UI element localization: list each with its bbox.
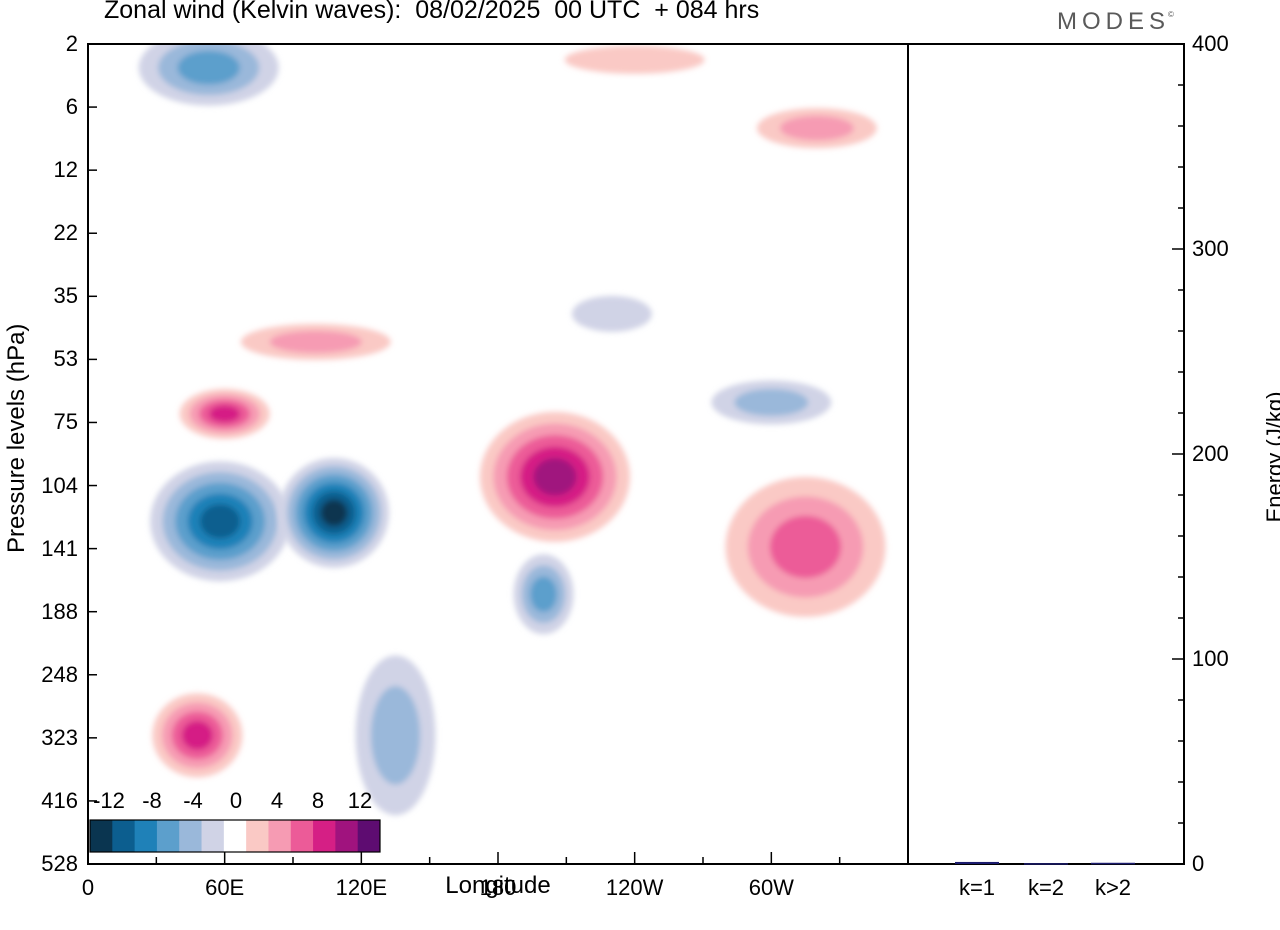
heatmap-cell [711, 380, 832, 425]
y-tick-label: 188 [41, 598, 78, 624]
heatmap-cell [179, 388, 270, 439]
contour-band [533, 458, 577, 496]
colorbar-label: -4 [183, 788, 203, 813]
energy-category-label: k=2 [1027, 875, 1065, 900]
x-tick-label: 120W [605, 875, 664, 900]
x-tick-label: 0 [81, 875, 95, 900]
colorbar-swatch [90, 820, 113, 852]
colorbar: -12 -8 -4 0 4 8 12 [89, 788, 381, 853]
contour-band [269, 330, 362, 353]
axes [87, 43, 1184, 865]
contour-band [779, 115, 854, 141]
heatmap [138, 44, 886, 816]
energy-bar [1091, 862, 1135, 865]
colorbar-swatch [313, 820, 336, 852]
colorbar-swatch [179, 820, 203, 852]
y-tick-label: 528 [41, 851, 78, 876]
colorbar-swatch [201, 820, 225, 852]
heatmap-cell [152, 693, 243, 778]
contour-band [769, 515, 842, 579]
chart-title: Zonal wind (Kelvin waves): 08/02/2025 00… [104, 0, 760, 24]
heatmap-cell [571, 295, 652, 332]
energy-axis-label: Energy (J/kg) [1262, 391, 1280, 523]
colorbar-label: -12 [93, 788, 125, 813]
y-tick-label: 323 [41, 724, 78, 750]
contour-band [200, 504, 241, 539]
contour-band [370, 686, 421, 785]
contour-band [177, 50, 240, 85]
contour-band [209, 405, 241, 423]
colorbar-label: 8 [312, 788, 324, 813]
heatmap-cell [138, 44, 279, 106]
heatmap-cell [240, 323, 391, 360]
colorbar-swatch [246, 820, 269, 852]
energy-bar [1024, 863, 1068, 865]
colorbar-label: 4 [271, 788, 283, 813]
colorbar-swatch [290, 820, 314, 852]
heatmap-cell [513, 554, 574, 635]
x-tick-label: 180 [479, 875, 517, 900]
y-tick-label: 53 [53, 346, 78, 372]
contour-band [734, 388, 809, 416]
colorbar-label: 12 [348, 788, 372, 813]
colorbar-swatch [223, 820, 247, 852]
heatmap-cell [355, 655, 436, 816]
colorbar-swatch [156, 820, 180, 852]
contour-band [320, 499, 348, 527]
colorbar-swatch [357, 820, 381, 852]
colorbar-swatch [134, 820, 158, 852]
heatmap-cell [479, 411, 630, 542]
energy-category-label: k>2 [1094, 875, 1132, 900]
colorbar-swatch [335, 820, 359, 852]
brand-name: MODES [1057, 8, 1171, 35]
x-axis-label: Longitude [445, 872, 551, 899]
energy-tick-label: 0 [1192, 851, 1205, 876]
heatmap-cell [279, 457, 389, 568]
energy-tick-label: 400 [1192, 31, 1229, 56]
y-tick-label: 35 [53, 283, 78, 309]
y-tick-label: 75 [53, 409, 78, 435]
y-tick-label: 248 [41, 661, 78, 687]
energy-tick-label: 300 [1192, 236, 1229, 261]
contour-band [571, 295, 652, 332]
brand-logo: MODES© [1057, 8, 1176, 36]
colorbar-label: 0 [230, 788, 242, 813]
brand-mark: © [1168, 10, 1174, 19]
y-tick-label: 141 [41, 535, 78, 561]
contour-band [181, 720, 213, 750]
y-tick-label: 22 [53, 220, 78, 246]
colorbar-frame [89, 819, 381, 853]
energy-panel-frame [907, 43, 1185, 865]
y-tick-label: 416 [41, 787, 78, 813]
energy-category-label: k=1 [958, 875, 996, 900]
colorbar-swatch [112, 820, 136, 852]
y-tick-label: 6 [65, 94, 78, 120]
colorbar-swatch [268, 820, 292, 852]
energy-bar [955, 861, 999, 864]
y-tick-label: 104 [41, 472, 78, 498]
x-tick-label: 120E [335, 875, 388, 900]
energy-tick-label: 200 [1192, 441, 1229, 466]
heatmap-cell [725, 476, 886, 617]
energy-tick-label: 100 [1192, 646, 1229, 671]
y-tick-label: 2 [65, 31, 78, 56]
heatmap-cell [150, 461, 291, 582]
energy-bars [955, 861, 1135, 865]
y-tick-label: 12 [53, 157, 78, 183]
contour-band [564, 45, 705, 74]
heatmap-cell [756, 108, 877, 149]
x-tick-label: 60E [205, 875, 245, 900]
contour-band [530, 576, 557, 613]
x-tick-label: 60W [748, 875, 794, 900]
heatmap-cell [564, 45, 705, 74]
y-axis-label: Pressure levels (hPa) [3, 323, 30, 553]
colorbar-label: -8 [142, 788, 162, 813]
